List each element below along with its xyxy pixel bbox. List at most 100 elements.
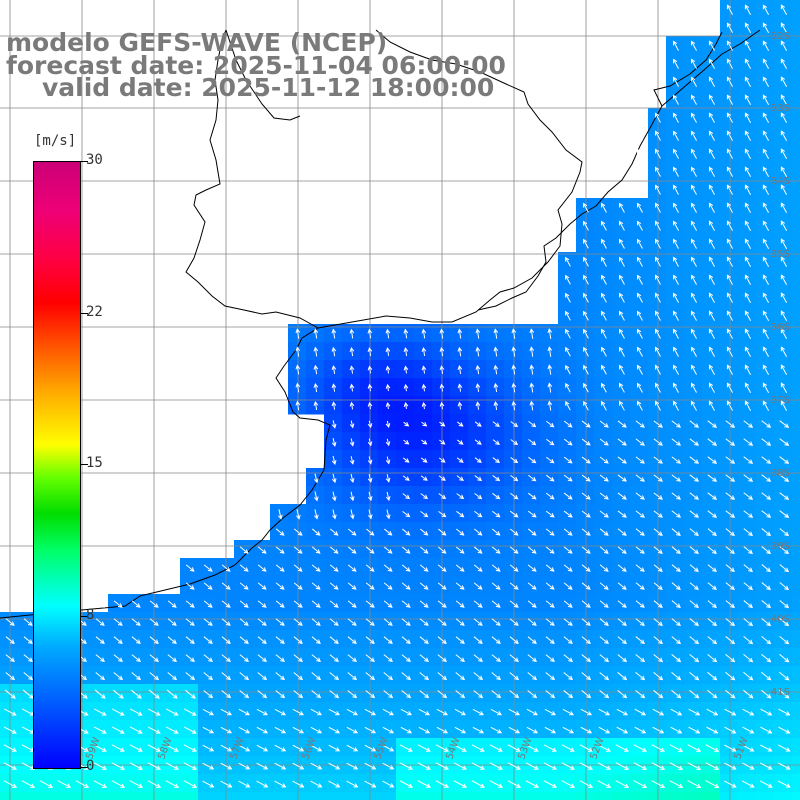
wind-arrow <box>437 618 447 626</box>
wind-arrow <box>421 346 427 357</box>
wind-arrow <box>93 762 108 770</box>
wind-arrow <box>385 365 391 374</box>
wind-arrow <box>762 364 770 376</box>
wind-arrow <box>761 618 772 627</box>
wind-arrow <box>780 292 788 304</box>
wind-arrow <box>669 762 684 770</box>
wind-arrow <box>761 510 772 518</box>
wind-arrow <box>690 382 697 393</box>
wind-arrow <box>583 328 589 339</box>
wind-arrow <box>599 690 610 699</box>
wind-arrow <box>708 364 715 375</box>
wind-arrow <box>601 364 607 375</box>
wind-arrow <box>669 744 684 752</box>
wind-arrow <box>689 456 700 464</box>
wind-arrow <box>655 400 661 411</box>
wind-arrow <box>563 600 573 608</box>
wind-arrow <box>725 492 736 500</box>
wind-arrow <box>705 762 720 770</box>
wind-arrow <box>762 220 770 232</box>
wind-arrow <box>511 382 517 393</box>
wind-arrow <box>597 780 612 788</box>
wind-arrow <box>257 654 267 663</box>
wind-arrow <box>708 238 715 249</box>
wind-arrow <box>690 220 697 231</box>
wind-arrow <box>313 382 319 393</box>
wind-arrow <box>401 600 411 608</box>
wind-arrow <box>527 582 537 590</box>
wind-arrow <box>382 762 395 770</box>
wind-arrow <box>635 582 645 590</box>
wind-arrow <box>743 689 754 699</box>
wind-arrow <box>617 510 627 518</box>
wind-arrow <box>438 457 446 463</box>
wind-arrow <box>347 672 358 681</box>
wind-arrow <box>744 202 752 213</box>
wind-arrow <box>545 510 555 518</box>
wind-arrow <box>527 654 537 663</box>
wind-arrow <box>94 689 106 699</box>
wind-arrow <box>203 600 213 608</box>
wind-arrow <box>202 708 214 716</box>
wind-arrow <box>779 635 790 645</box>
wind-arrow <box>347 690 358 699</box>
wind-arrow <box>724 726 737 734</box>
wind-arrow <box>473 546 483 554</box>
wind-arrow <box>653 438 663 446</box>
wind-arrow <box>599 528 609 536</box>
wind-arrow <box>707 510 718 518</box>
wind-arrow <box>331 328 337 339</box>
wind-arrow <box>437 654 447 663</box>
wind-arrow <box>671 492 682 500</box>
wind-arrow <box>744 94 752 105</box>
lat-label: 34S <box>771 176 790 187</box>
wind-arrow <box>633 744 648 752</box>
wind-arrow <box>780 166 788 178</box>
wind-arrow <box>561 744 575 752</box>
wind-arrow <box>5 618 15 626</box>
wind-arrow <box>421 328 427 339</box>
wind-arrow <box>708 274 715 285</box>
wind-arrow <box>383 600 393 608</box>
wind-arrow <box>203 690 214 699</box>
wind-arrow <box>637 310 643 321</box>
wind-arrow <box>547 382 553 393</box>
wind-arrow <box>419 672 430 681</box>
wind-arrow <box>292 726 305 734</box>
wind-arrow <box>293 564 303 572</box>
wind-arrow <box>706 708 719 716</box>
wind-arrow <box>599 636 609 645</box>
wind-arrow <box>509 510 519 518</box>
wind-arrow <box>221 672 232 681</box>
wind-arrow <box>293 654 303 663</box>
wind-arrow <box>455 672 466 681</box>
wind-arrow <box>780 238 788 250</box>
wind-arrow <box>529 382 535 393</box>
wind-arrow <box>690 346 697 357</box>
wind-arrow <box>474 475 483 482</box>
wind-arrow <box>563 636 573 644</box>
wind-arrow <box>655 238 661 249</box>
wind-arrow <box>545 492 555 500</box>
wind-arrow <box>421 439 428 445</box>
wind-arrow <box>275 672 286 681</box>
wind-arrow <box>563 582 573 590</box>
wind-arrow <box>619 382 625 393</box>
wind-arrow <box>653 618 663 627</box>
wind-arrow <box>690 94 697 105</box>
wind-arrow <box>131 672 142 681</box>
wind-arrow <box>474 421 482 427</box>
wind-arrow <box>313 491 319 502</box>
wind-arrow <box>583 256 589 267</box>
wind-arrow <box>762 292 770 304</box>
wind-arrow <box>744 274 752 285</box>
wind-arrow <box>471 744 485 752</box>
wind-arrow <box>744 346 752 357</box>
wind-arrow <box>331 473 337 484</box>
wind-arrow <box>617 654 628 663</box>
wind-arrow <box>780 382 788 394</box>
wind-arrow <box>421 365 427 374</box>
wind-arrow <box>726 400 734 411</box>
wind-arrow <box>453 762 467 770</box>
wind-arrow <box>474 439 482 445</box>
